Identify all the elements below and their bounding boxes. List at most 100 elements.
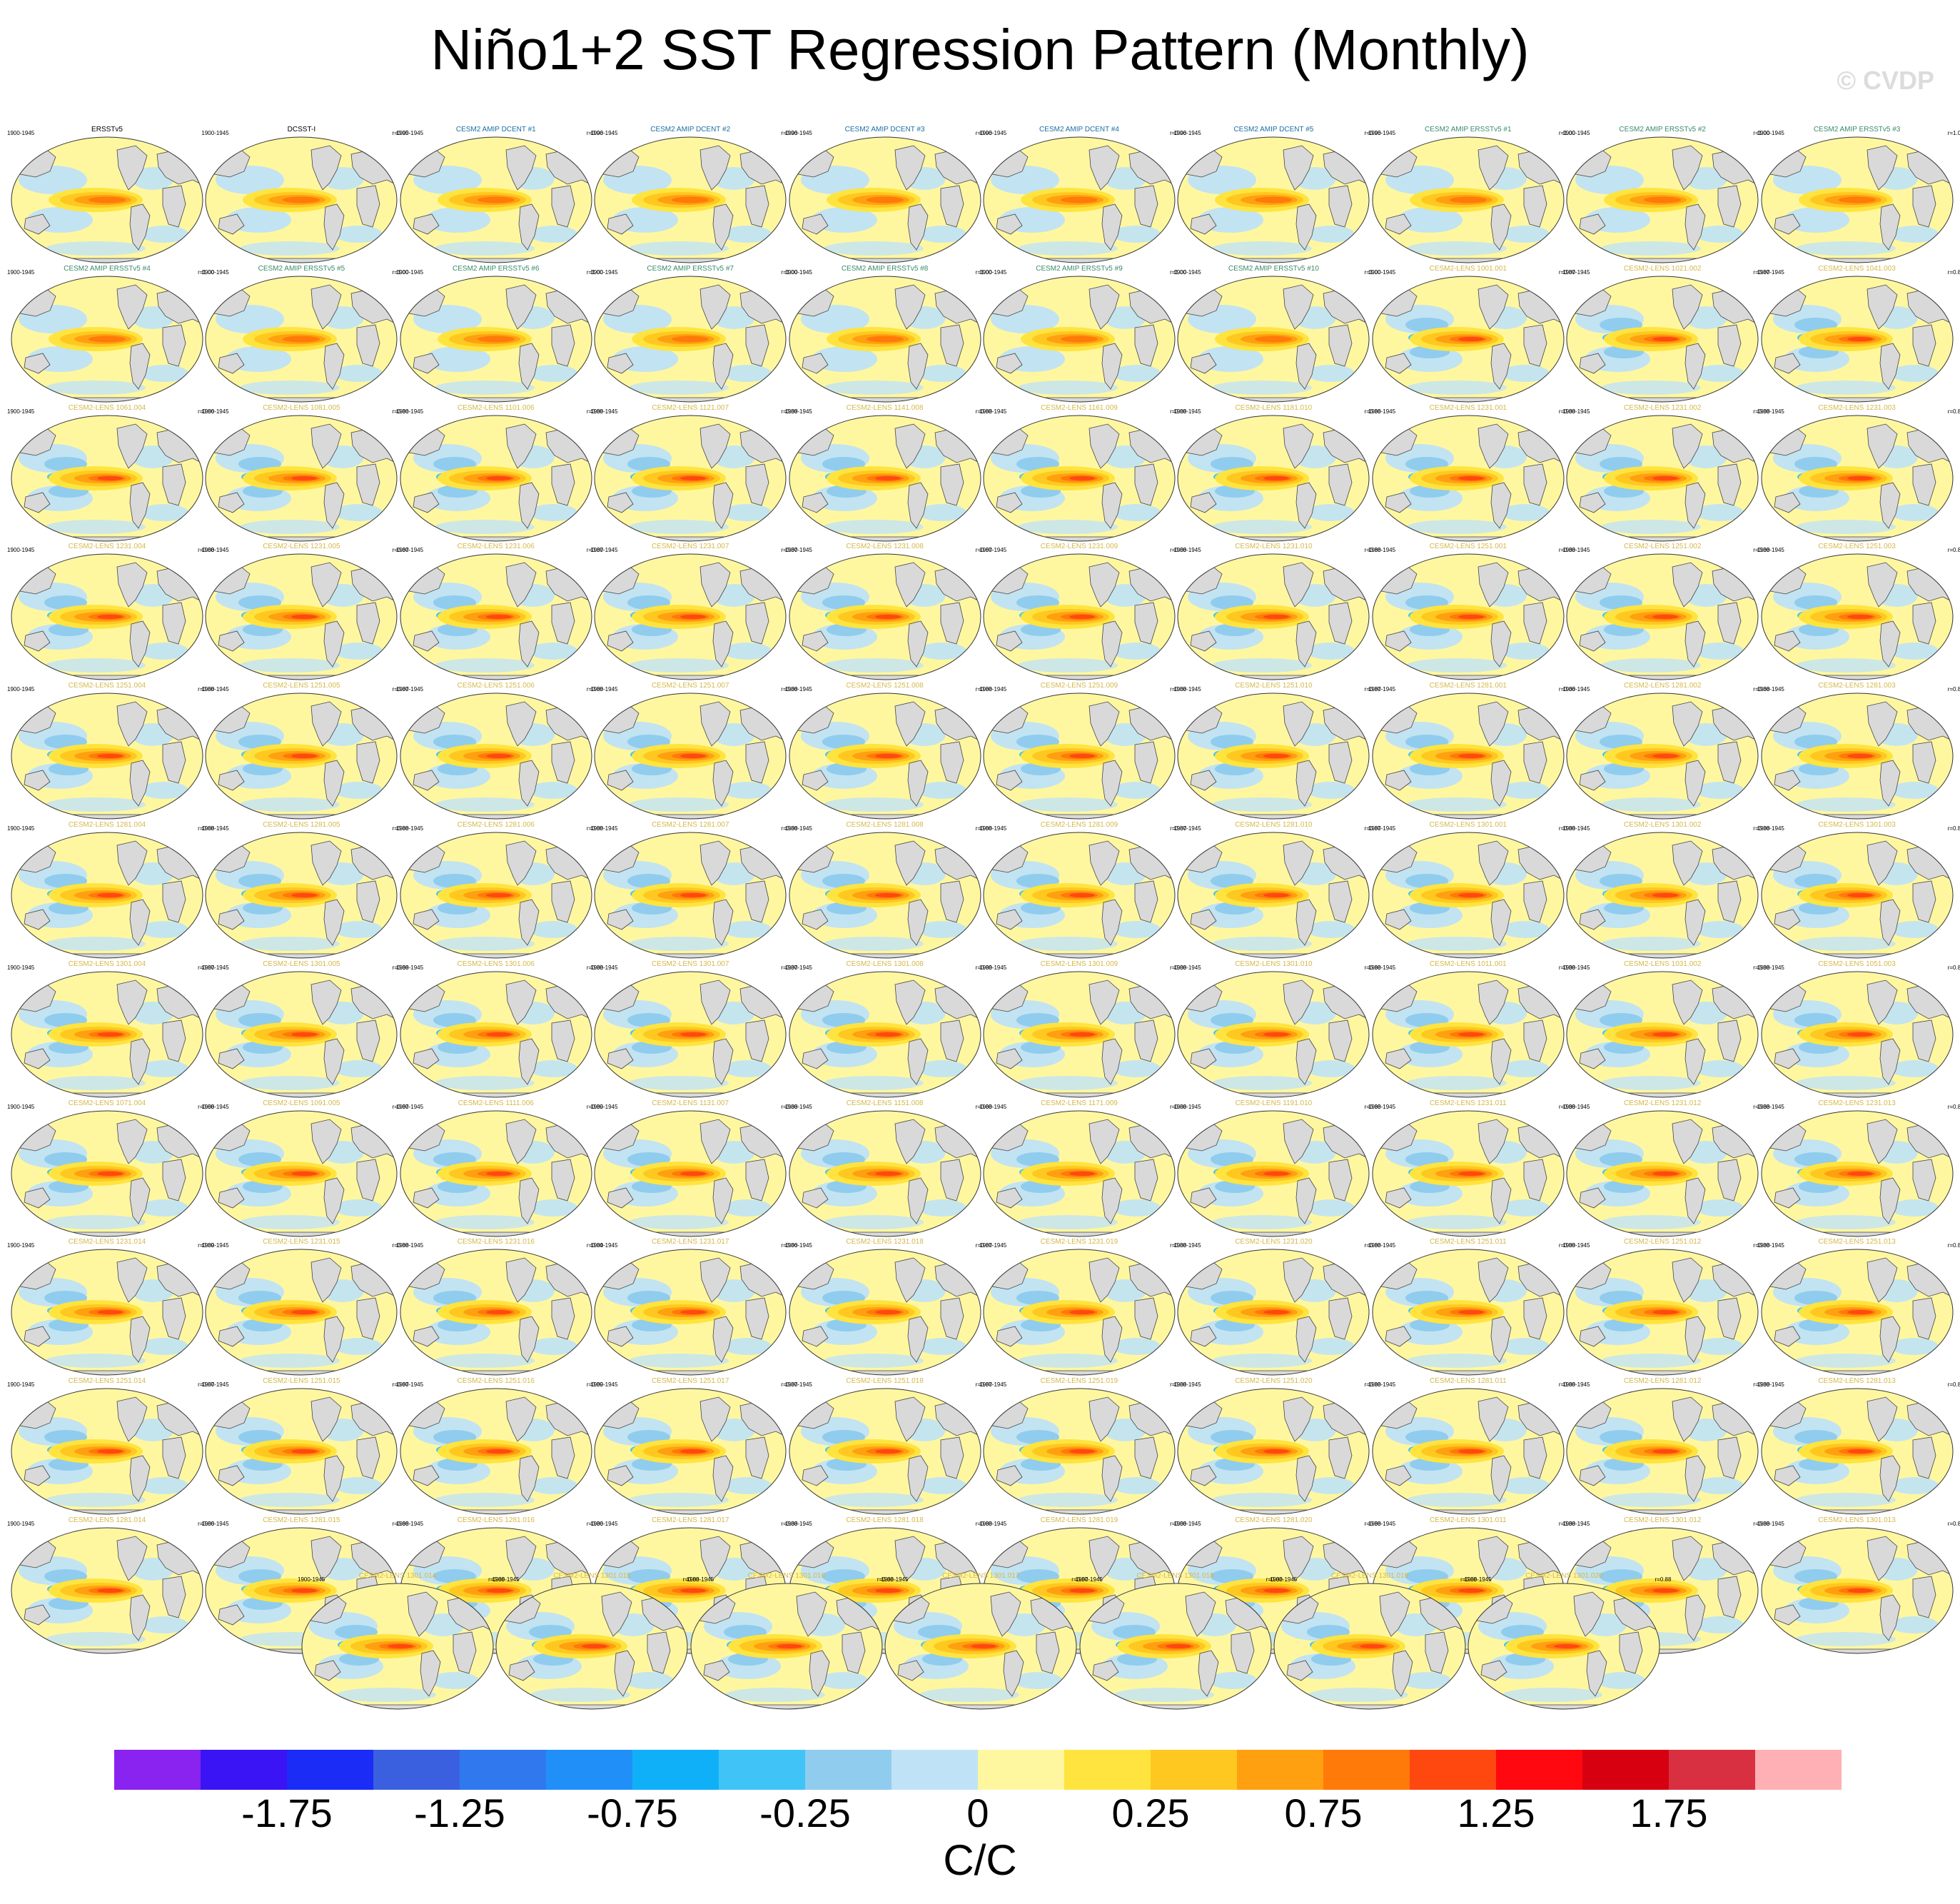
panel-title: CESM2-LENS 1061.004 [68,403,146,412]
panel-period: 1900-1945 [1464,1576,1492,1583]
panel-title: CESM2-LENS 1131.007 [652,1099,729,1107]
sst-regression-map [983,276,1176,403]
panel-correlation: r=0.87 [198,1381,214,1389]
map-panel: CESM2-LENS 1231.011 1900-1945 r=0.88 [1368,1099,1575,1239]
panel-title: CESM2-LENS 1251.004 [68,682,146,690]
map-panel: CESM2-LENS 1251.011 1900-1945 r=0.88 [1368,1238,1575,1378]
sst-regression-map [400,832,592,959]
panel-period: 1900-1945 [1562,1521,1590,1527]
map-panel: CESM2-LENS 1171.009 1900-1945 r=0.88 [979,1099,1186,1239]
map-panel: CESM2 AMIP DCENT #4 1900-1945 r=0.96 [979,126,1186,266]
panel-correlation: r=0.88 [1364,964,1381,971]
colorbar-tick-label: 0.25 [1111,1790,1190,1835]
panel-title: CESM2-LENS 1281.010 [1235,821,1313,829]
panel-title: CESM2 AMIP ERSSTv5 #7 [647,264,734,273]
colorbar-swatch [460,1750,547,1790]
map-panel: CESM2 AMIP ERSSTv5 #1 1900-1945 r=1.00 [1368,126,1575,266]
sst-regression-map [983,553,1176,680]
panel-title: CESM2-LENS 1231.015 [263,1238,340,1246]
panel-correlation: r=0.88 [1364,547,1381,554]
sst-regression-map [983,1388,1176,1515]
panel-correlation: r=0.87 [1947,964,1960,971]
map-panel: CESM2-LENS 1071.004 1900-1945 r=0.88 [7,1099,214,1239]
map-panel: CESM2-LENS 1231.008 1900-1945 r=0.87 [785,543,992,682]
map-panel: CESM2-LENS 1041.003 1900-1945 r=0.86 [1757,265,1960,405]
sst-regression-map [789,276,981,403]
panel-title: CESM2-LENS 1281.008 [846,821,924,829]
panel-period: 1900-1945 [784,686,812,693]
panel-correlation: r=0.88 [1364,1242,1381,1249]
panel-period: 1900-1945 [979,1381,1007,1389]
map-panel: CESM2-LENS 1141.008 1900-1945 r=0.88 [785,404,992,544]
panel-correlation: r=0.88 [198,825,214,832]
panel-correlation: r=1.00 [1170,268,1186,276]
sst-regression-map [690,1583,883,1710]
panel-period: 1900-1945 [590,408,618,415]
colorbar-tick-label: 1.25 [1457,1790,1535,1835]
panel-period: 1900-1945 [395,686,424,693]
panel-period: 1900-1945 [979,268,1007,276]
map-panel: CESM2 AMIP ERSSTv5 #5 1900-1945 r=1.00 [201,265,408,405]
sst-regression-map [1566,832,1759,959]
sst-regression-map [789,136,981,263]
colorbar-tick-label: 0.75 [1284,1790,1363,1835]
map-panel: CESM2-LENS 1301.018 1900-1945 r=0.88 [1076,1572,1283,1712]
map-panel: CESM2-LENS 1251.002 1900-1945 r=0.88 [1562,543,1769,682]
panel-title: CESM2-LENS 1281.013 [1818,1377,1896,1386]
panel-title: CESM2-LENS 1301.002 [1623,821,1702,829]
panel-correlation: r=1.00 [781,268,798,276]
panel-title: CESM2-LENS 1251.014 [68,1377,146,1386]
map-panel: CESM2 AMIP ERSSTv5 #4 1900-1945 r=1.00 [7,265,214,405]
panel-period: 1900-1945 [1368,408,1396,415]
panel-title: CESM2-LENS 1021.002 [1623,264,1702,273]
panel-title: CESM2-LENS 1181.010 [1235,403,1313,412]
panel-period: 1900-1945 [979,1242,1007,1249]
sst-regression-map [884,1583,1077,1710]
panel-title: CESM2-LENS 1231.019 [1040,1238,1118,1246]
sst-regression-map [11,1110,203,1237]
map-panel: CESM2-LENS 1301.003 1900-1945 r=0.86 [1757,821,1960,961]
sst-regression-map [594,1110,787,1237]
panel-correlation: r=0.87 [781,1381,798,1389]
panel-period: 1900-1945 [7,964,35,971]
sst-regression-map [1079,1583,1272,1710]
panel-correlation: r=0.88 [1753,964,1770,971]
panel-title: CESM2-LENS 1231.020 [1235,1238,1313,1246]
panel-title: CESM2-LENS 1251.020 [1235,1377,1313,1386]
colorbar-swatch [1582,1750,1669,1790]
sst-regression-map [594,276,787,403]
sst-regression-map [983,971,1176,1098]
panel-period: 1900-1945 [1757,130,1784,136]
sst-regression-map [594,832,787,959]
panel-title: CESM2 AMIP DCENT #3 [844,126,925,134]
sst-regression-map [400,276,592,403]
panel-period: 1900-1945 [7,1381,35,1389]
panel-period: 1900-1945 [1757,825,1784,832]
map-panel: CESM2 AMIP ERSSTv5 #6 1900-1945 r=1.00 [396,265,603,405]
panel-period: 1900-1945 [590,964,618,971]
panel-correlation: r=0.88 [1558,547,1575,554]
map-panel: CESM2-LENS 1181.010 1900-1945 r=0.88 [1173,403,1380,544]
panel-correlation: r=0.87 [1947,1381,1960,1389]
sst-regression-map [1566,415,1759,542]
map-panel: CESM2 AMIP DCENT #1 1900-1945 r=0.96 [396,126,603,266]
sst-regression-map [11,1249,203,1376]
sst-regression-map [789,1110,981,1237]
sst-regression-map [301,1583,494,1710]
panel-correlation: r=0.88 [1753,686,1770,693]
sst-regression-map [1177,692,1370,820]
panel-period: 1900-1945 [201,547,229,554]
panel-title: CESM2 AMIP ERSSTv5 #2 [1619,126,1706,134]
sst-regression-map [789,1388,981,1515]
sst-regression-map [400,971,592,1098]
panel-period: 1900-1945 [1368,130,1396,136]
sst-regression-map [983,692,1176,820]
sst-regression-map [1177,276,1370,403]
panel-period: 1900-1945 [784,825,812,832]
panel-correlation: r=0.87 [1947,547,1960,554]
panel-correlation: r=0.88 [1947,1103,1960,1110]
panel-title: CESM2-LENS 1101.006 [457,403,535,412]
map-panel: CESM2-LENS 1011.001 1900-1945 r=0.88 [1368,960,1575,1100]
panel-period: 1900-1945 [590,1103,618,1110]
panel-period: 1900-1945 [1368,964,1396,971]
